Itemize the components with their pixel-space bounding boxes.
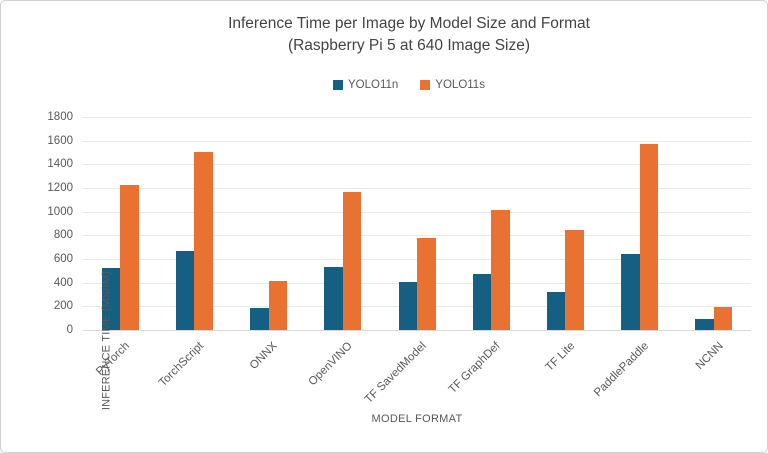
y-tick-label: 1400	[47, 158, 73, 170]
y-tick-label: 1600	[47, 135, 73, 147]
x-tick-label: TF GraphDef	[446, 340, 503, 396]
bar-yolo11s-onnx	[268, 280, 288, 330]
bar-yolo11s-tf-graphdef	[491, 210, 510, 330]
x-tick-label: TorchScript	[156, 340, 206, 390]
bar-yolo11s-pytorch	[120, 184, 139, 330]
bar-yolo11s-ncnn	[713, 306, 733, 330]
gridline	[83, 212, 751, 213]
gridline	[83, 141, 751, 142]
x-axis-line	[83, 330, 751, 331]
plot-area	[83, 117, 751, 331]
legend-swatch-icon	[420, 80, 431, 90]
legend-swatch-icon	[333, 80, 344, 90]
x-tick-label: TF SavedModel	[362, 340, 429, 406]
y-tick-label: 600	[53, 253, 73, 265]
y-tick-label: 1000	[47, 206, 73, 218]
y-tick-label: 800	[53, 229, 73, 241]
y-tick-label: 0	[66, 324, 73, 336]
x-axis-title: MODEL FORMAT	[371, 413, 463, 425]
bar-yolo11n-tf-graphdef	[472, 273, 492, 330]
x-tick-label: PyTorch	[93, 340, 132, 378]
bar-yolo11n-pytorch	[101, 267, 121, 330]
bar-yolo11s-openvino	[342, 191, 362, 330]
bar-yolo11s-tf-lite	[565, 229, 584, 330]
y-tick-label: 1200	[47, 182, 73, 194]
gridline	[83, 235, 751, 236]
x-tick-label: TF Lite	[543, 340, 577, 374]
legend: YOLO11n YOLO11s	[61, 77, 757, 93]
x-tick-label: OpenVINO	[305, 340, 355, 389]
y-tick-label: 1800	[47, 111, 73, 123]
y-tick-label: 400	[53, 277, 73, 289]
x-tick-label: NCNN	[693, 340, 726, 372]
chart-subtitle: (Raspberry Pi 5 at 640 Image Size)	[287, 37, 531, 54]
y-tick-label: 200	[53, 300, 73, 312]
bar-yolo11n-tf-lite	[546, 291, 566, 330]
bar-yolo11n-paddlepaddle	[621, 253, 640, 330]
bar-yolo11s-paddlepaddle	[639, 144, 659, 330]
bar-yolo11n-tf-savedmodel	[398, 281, 417, 330]
gridline	[83, 117, 751, 118]
bar-yolo11n-ncnn	[695, 318, 714, 330]
gridline	[83, 188, 751, 189]
legend-item-yolo11s: YOLO11s	[420, 79, 485, 91]
bar-yolo11n-onnx	[250, 308, 269, 330]
bar-yolo11n-openvino	[324, 267, 343, 330]
bar-yolo11s-tf-savedmodel	[417, 238, 436, 330]
chart-title: Inference Time per Image by Model Size a…	[228, 15, 590, 32]
legend-label: YOLO11n	[348, 79, 399, 91]
x-tick-label: PaddlePaddle	[592, 340, 652, 400]
gridline	[83, 164, 751, 165]
bar-yolo11n-torchscript	[175, 251, 195, 330]
legend-item-yolo11n: YOLO11n	[333, 79, 398, 91]
bar-yolo11s-torchscript	[194, 151, 213, 330]
legend-label: YOLO11s	[435, 79, 485, 91]
x-tick-label: ONNX	[248, 340, 281, 372]
